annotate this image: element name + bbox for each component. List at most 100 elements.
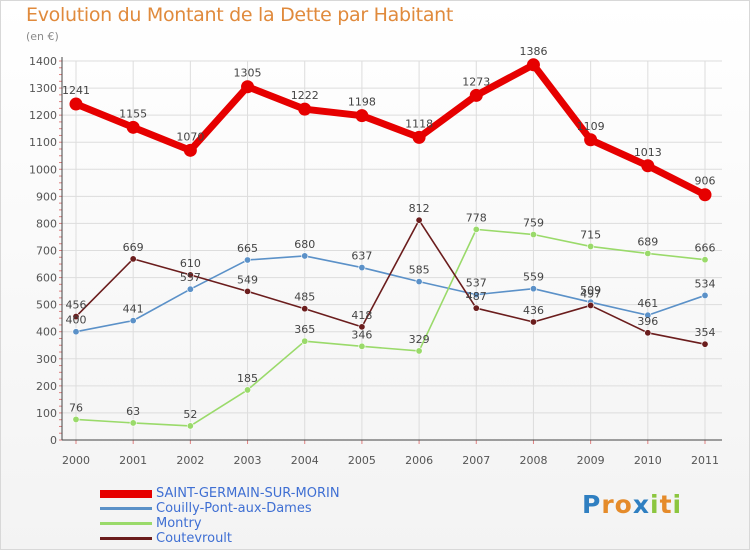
legend-swatch — [100, 507, 152, 510]
data-point — [358, 323, 366, 331]
data-label: 1273 — [462, 75, 490, 88]
proxiti-logo: Proxiti — [582, 490, 682, 519]
data-point — [183, 143, 197, 157]
data-point — [587, 301, 595, 309]
logo-letter: t — [659, 490, 673, 519]
data-label: 759 — [523, 217, 544, 230]
data-label: 456 — [66, 299, 87, 312]
data-point — [301, 337, 309, 345]
chart-title: Evolution du Montant de la Dette par Hab… — [26, 4, 454, 26]
data-point — [472, 304, 480, 312]
data-point — [129, 419, 137, 427]
data-label: 485 — [294, 291, 315, 304]
data-point — [298, 102, 312, 116]
x-tick-label: 2008 — [519, 454, 547, 467]
data-label: 497 — [580, 287, 601, 300]
data-label: 354 — [695, 326, 716, 339]
data-point — [355, 109, 369, 123]
data-point — [186, 285, 194, 293]
logo-letter: i — [650, 490, 660, 519]
data-point — [244, 386, 252, 394]
data-point — [241, 80, 255, 94]
data-point — [129, 317, 137, 325]
data-label: 637 — [351, 250, 372, 263]
data-point — [412, 130, 426, 144]
y-tick-label: 300 — [36, 353, 57, 366]
series-line — [75, 228, 706, 427]
logo-letter: r — [601, 490, 615, 519]
legend-swatch — [100, 522, 152, 525]
data-point — [301, 305, 309, 313]
data-label: 1109 — [577, 120, 605, 133]
data-point — [698, 188, 712, 202]
data-label: 1013 — [634, 146, 662, 159]
data-label: 715 — [580, 228, 601, 241]
series-line — [75, 219, 706, 345]
data-label: 76 — [69, 401, 83, 414]
data-labels: 400 441 557 665 680 637 585 537 559 509 461 534 76 63… — [62, 45, 716, 421]
x-tick-label: 2011 — [691, 454, 719, 467]
data-point — [69, 97, 83, 111]
data-point — [584, 133, 598, 147]
y-tick-label: 900 — [36, 190, 57, 203]
x-tick-label: 2010 — [634, 454, 662, 467]
data-label: 63 — [126, 405, 140, 418]
data-label: 1198 — [348, 96, 376, 109]
data-label: 559 — [523, 271, 544, 284]
data-label: 1118 — [405, 117, 433, 130]
data-label: 441 — [123, 303, 144, 316]
data-label: 1386 — [519, 45, 547, 58]
data-label: 1222 — [291, 89, 319, 102]
series-line — [75, 255, 706, 333]
x-tick-label: 2009 — [577, 454, 605, 467]
y-tick-label: 1200 — [29, 109, 57, 122]
data-point — [244, 287, 252, 295]
data-point — [526, 58, 540, 72]
x-tick-label: 2001 — [119, 454, 147, 467]
data-point — [641, 159, 655, 173]
data-label: 534 — [695, 277, 716, 290]
data-point — [129, 255, 137, 263]
data-point — [472, 225, 480, 233]
data-label: 537 — [466, 277, 487, 290]
data-label: 665 — [237, 242, 258, 255]
data-point — [358, 264, 366, 272]
x-tick-label: 2007 — [462, 454, 490, 467]
logo-letter: o — [614, 490, 633, 519]
data-label: 778 — [466, 211, 487, 224]
legend-item: Montry — [100, 516, 420, 531]
data-point — [126, 120, 140, 134]
legend-item: SAINT-GERMAIN-SUR-MORIN — [100, 486, 420, 501]
data-label: 396 — [637, 315, 658, 328]
data-label: 680 — [294, 238, 315, 251]
data-point — [415, 347, 423, 355]
data-label: 346 — [351, 328, 372, 341]
legend-label: Couilly-Pont-aux-Dames — [156, 501, 312, 516]
x-tick-label: 2006 — [405, 454, 433, 467]
y-tick-label: 600 — [36, 272, 57, 285]
data-label: 1241 — [62, 84, 90, 97]
legend-swatch — [100, 490, 152, 498]
data-point — [529, 285, 537, 293]
y-tick-label: 100 — [36, 407, 57, 420]
legend-label: Montry — [156, 516, 202, 531]
legend-swatch — [100, 537, 152, 540]
data-label: 1305 — [234, 67, 262, 80]
x-tick-label: 2002 — [176, 454, 204, 467]
data-point — [72, 313, 80, 321]
legend-label: Coutevroult — [156, 531, 233, 546]
data-label: 365 — [294, 323, 315, 336]
x-tick-label: 2003 — [234, 454, 262, 467]
data-point — [701, 291, 709, 299]
logo-letter: P — [582, 490, 602, 519]
data-label: 906 — [695, 175, 716, 188]
chart-subtitle: (en €) — [26, 30, 59, 43]
y-tick-label: 800 — [36, 217, 57, 230]
axes: 0 100 200 300 400 500 600 700 800 900 1000 1100 1200… — [29, 55, 722, 467]
data-label: 329 — [409, 333, 430, 346]
legend-item: Couilly-Pont-aux-Dames — [100, 501, 420, 516]
data-point — [701, 256, 709, 264]
data-point — [529, 318, 537, 326]
data-label: 185 — [237, 372, 258, 385]
data-point — [472, 291, 480, 299]
